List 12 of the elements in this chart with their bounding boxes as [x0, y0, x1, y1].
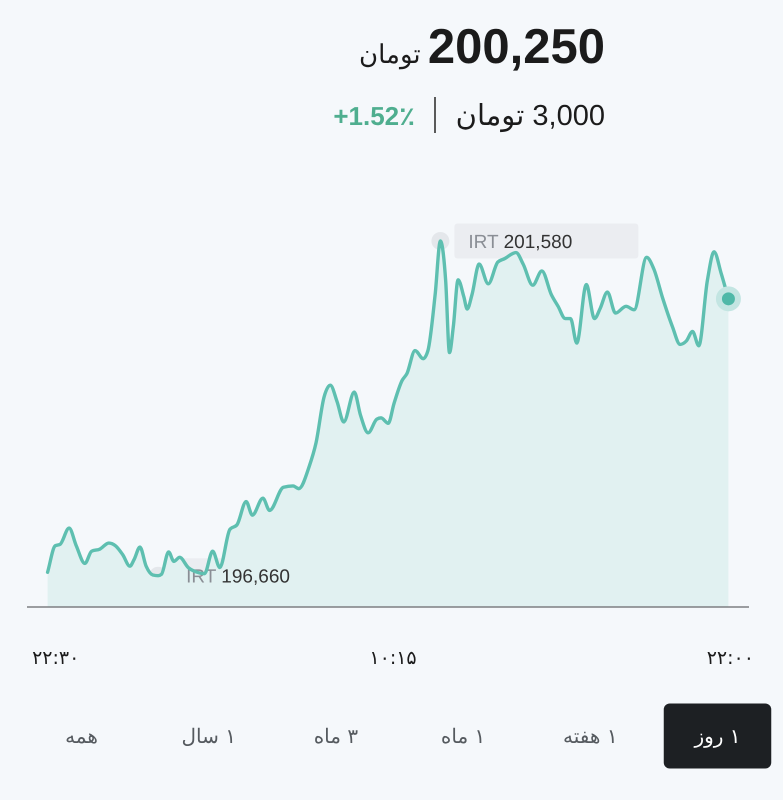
annotation: ۳ ماه — [314, 724, 358, 748]
data-label: IRT 201,580 — [468, 232, 572, 253]
annotation: ۱ سال — [181, 724, 236, 748]
annotation: ۱ ماه — [440, 724, 486, 748]
x-tick-label: ۱۰:۱۵ — [369, 647, 417, 669]
x-tick-label: ۲۲:۰۰ — [706, 647, 754, 669]
annotation: همه — [65, 724, 98, 748]
annotation: ۱ هفته — [563, 724, 618, 748]
x-tick-label: ۲۲:۳۰ — [32, 647, 80, 669]
text: +1.52٪ — [333, 101, 415, 131]
annotation: ۱ روز — [693, 724, 741, 748]
chart-subtitle: 3,000 تومان — [456, 100, 605, 133]
